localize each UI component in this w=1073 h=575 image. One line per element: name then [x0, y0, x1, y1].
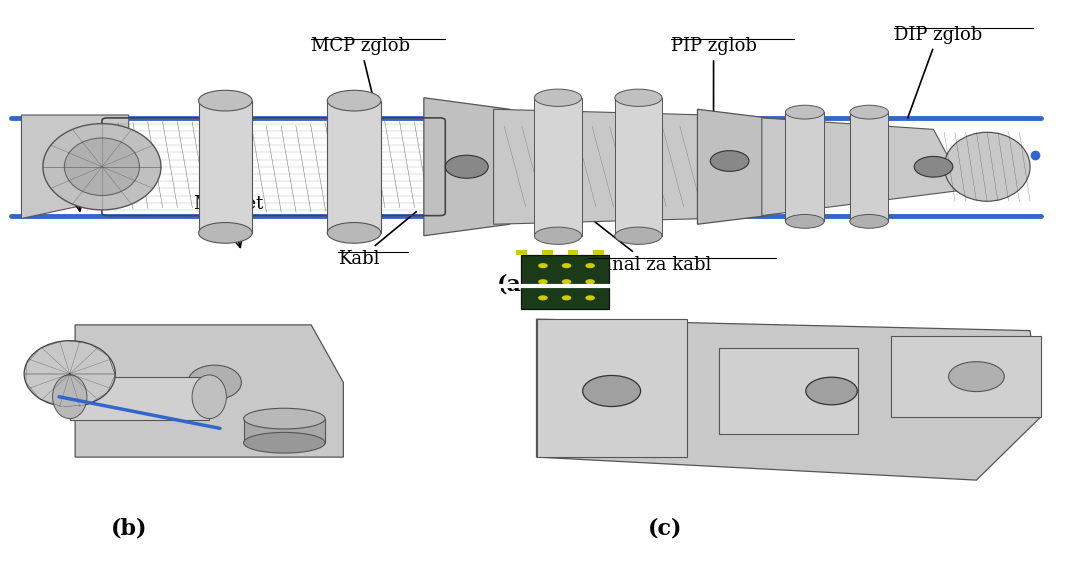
- Polygon shape: [424, 98, 510, 236]
- Bar: [70, 377, 209, 420]
- Ellipse shape: [539, 279, 547, 284]
- Bar: [516, 250, 527, 255]
- Bar: [534, 98, 582, 236]
- Text: (c): (c): [648, 518, 682, 540]
- Ellipse shape: [539, 296, 547, 300]
- Ellipse shape: [244, 432, 325, 453]
- Ellipse shape: [53, 375, 87, 419]
- Ellipse shape: [539, 263, 547, 268]
- Ellipse shape: [562, 279, 571, 284]
- Text: (a): (a): [498, 274, 532, 296]
- Polygon shape: [21, 115, 129, 218]
- Bar: [521, 255, 609, 309]
- Text: Kanal za kabl: Kanal za kabl: [587, 216, 711, 274]
- Text: MCP zglob: MCP zglob: [311, 37, 410, 126]
- Bar: [785, 112, 824, 221]
- Ellipse shape: [327, 223, 381, 243]
- Text: Senzor ugla: Senzor ugla: [574, 143, 684, 240]
- Polygon shape: [697, 109, 767, 224]
- Ellipse shape: [445, 155, 488, 178]
- Ellipse shape: [586, 279, 596, 284]
- Text: Kabl: Kabl: [338, 212, 416, 268]
- Ellipse shape: [944, 132, 1030, 201]
- Bar: [568, 250, 578, 255]
- Ellipse shape: [192, 375, 226, 419]
- Ellipse shape: [710, 151, 749, 171]
- Ellipse shape: [785, 105, 824, 119]
- Bar: [244, 419, 325, 443]
- Text: Magnet: Magnet: [193, 195, 263, 247]
- Ellipse shape: [949, 362, 1004, 392]
- Ellipse shape: [43, 124, 161, 210]
- Ellipse shape: [562, 296, 571, 300]
- Ellipse shape: [615, 89, 662, 106]
- Ellipse shape: [586, 296, 596, 300]
- Polygon shape: [536, 319, 687, 457]
- Bar: [850, 112, 888, 221]
- Ellipse shape: [583, 375, 641, 407]
- Polygon shape: [494, 109, 708, 224]
- Ellipse shape: [534, 227, 582, 244]
- Ellipse shape: [850, 105, 888, 119]
- Ellipse shape: [785, 214, 824, 228]
- Bar: [593, 250, 604, 255]
- Ellipse shape: [199, 90, 252, 111]
- Ellipse shape: [24, 340, 116, 407]
- Text: DIP zglob: DIP zglob: [894, 26, 982, 118]
- Ellipse shape: [244, 408, 325, 429]
- Bar: [542, 250, 553, 255]
- Bar: [199, 101, 252, 233]
- Ellipse shape: [64, 138, 139, 196]
- Ellipse shape: [615, 227, 662, 244]
- Ellipse shape: [586, 263, 596, 268]
- Bar: [615, 98, 662, 236]
- Polygon shape: [75, 325, 343, 457]
- Ellipse shape: [199, 223, 252, 243]
- Ellipse shape: [806, 377, 857, 405]
- Bar: [327, 101, 381, 233]
- Polygon shape: [891, 336, 1041, 417]
- Ellipse shape: [327, 90, 381, 111]
- Text: Kabl: Kabl: [52, 152, 93, 211]
- Text: PIP zglob: PIP zglob: [671, 37, 756, 126]
- Ellipse shape: [850, 214, 888, 228]
- Text: (b): (b): [111, 518, 147, 540]
- Ellipse shape: [914, 156, 953, 177]
- Polygon shape: [719, 348, 858, 434]
- Polygon shape: [762, 118, 966, 216]
- Ellipse shape: [562, 263, 571, 268]
- Polygon shape: [536, 319, 1041, 480]
- Ellipse shape: [188, 365, 241, 400]
- Ellipse shape: [534, 89, 582, 106]
